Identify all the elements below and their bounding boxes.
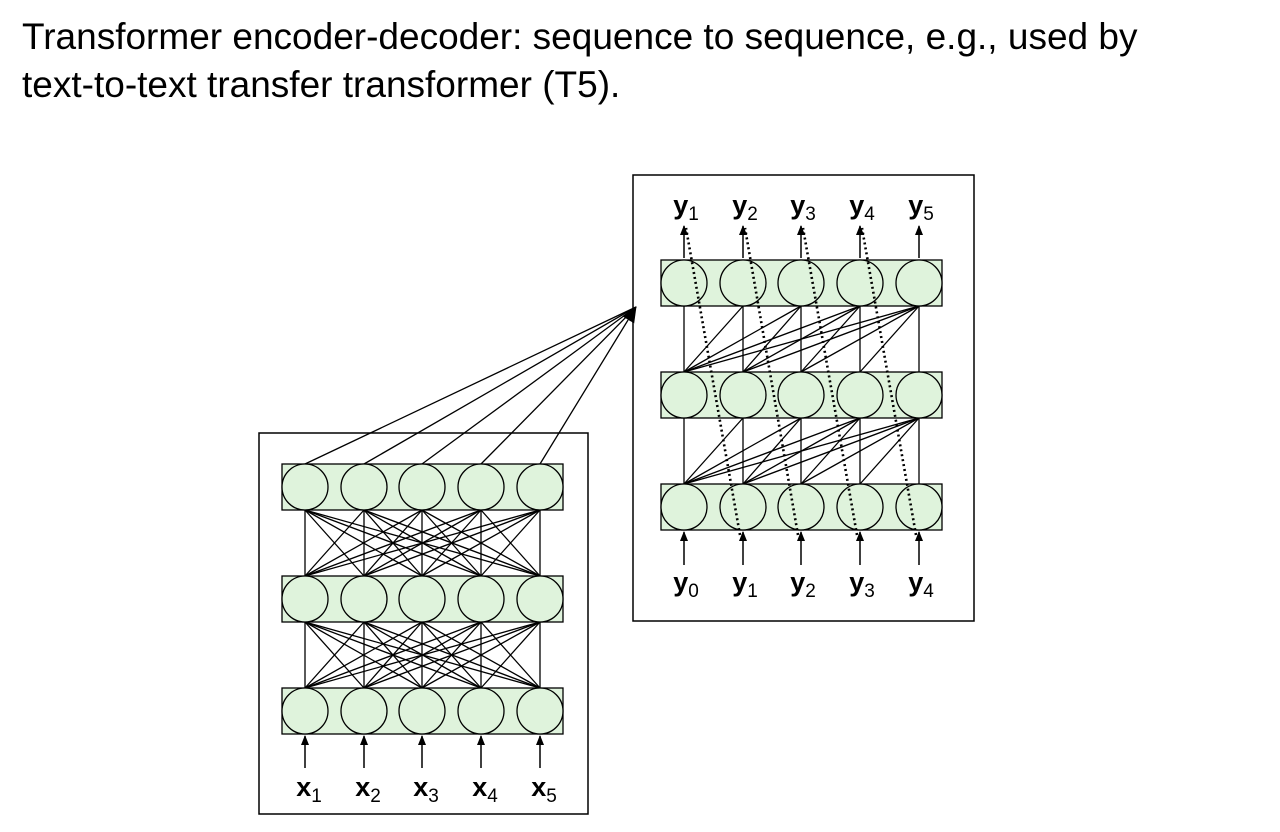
encoder-input-label-x5: x5	[531, 772, 557, 807]
decoder-causal-connection	[859, 305, 920, 373]
decoder-feedback-dotted-line	[860, 227, 918, 536]
decoder-input-label-y0: y0	[673, 567, 699, 602]
decoder-causal-connection	[683, 305, 744, 373]
decoder-feedback-dotted-line	[743, 227, 800, 536]
encoder-layer-2-unit-4	[457, 575, 505, 623]
decoder-layer-3-unit-5	[895, 483, 943, 531]
decoder-layer-3-unit-4	[836, 483, 884, 531]
decoder-causal-connection	[683, 305, 802, 373]
decoder-layer-2-unit-2	[719, 371, 767, 419]
encoder-layer-3-unit-4	[457, 687, 505, 735]
decoder-causal-connection	[859, 417, 920, 485]
decoder-frame	[632, 174, 975, 622]
decoder-causal-connection	[742, 417, 920, 485]
decoder-causal-connection	[683, 417, 920, 485]
decoder-causal-connection	[683, 305, 920, 373]
encoder-connection	[304, 621, 423, 689]
encoder-to-decoder-arrow	[539, 306, 637, 465]
encoder-connection	[421, 621, 541, 689]
decoder-causal-connection	[800, 417, 920, 485]
encoder-layer-3-unit-1	[281, 687, 329, 735]
encoder-connection	[480, 621, 541, 689]
decoder-output-label-y5: y5	[908, 190, 934, 225]
encoder-layer-3-unit-3	[398, 687, 446, 735]
decoder-layer-1-unit-2	[719, 259, 767, 307]
encoder-input-label-x3: x3	[413, 772, 439, 807]
encoder-connection	[304, 509, 423, 577]
encoder-frame	[258, 432, 589, 815]
encoder-connection	[304, 509, 365, 577]
encoder-connection	[480, 509, 541, 577]
encoder-input-label-x1: x1	[296, 772, 322, 807]
decoder-causal-connection	[742, 305, 920, 373]
decoder-layer-2-unit-5	[895, 371, 943, 419]
decoder-layer-2-unit-1	[660, 371, 708, 419]
decoder-output-label-y4: y4	[849, 190, 875, 225]
decoder-layer-3-unit-1	[660, 483, 708, 531]
decoder-layer-2-unit-4	[836, 371, 884, 419]
decoder-layer-1-unit-5	[895, 259, 943, 307]
encoder-layer-1-unit-4	[457, 463, 505, 511]
encoder-connection	[363, 509, 541, 577]
encoder-layer-1-unit-5	[516, 463, 564, 511]
encoder-layer-1-unit-1	[281, 463, 329, 511]
encoder-layer-3-unit-2	[340, 687, 388, 735]
decoder-feedback-dotted-line	[684, 227, 742, 536]
title-line-1: Transformer encoder-decoder: sequence to…	[22, 16, 1138, 57]
decoder-causal-connection	[683, 417, 802, 485]
encoder-to-decoder-connections	[304, 306, 637, 465]
decoder-layer-3-unit-2	[719, 483, 767, 531]
encoder-to-decoder-arrow	[304, 306, 637, 465]
decoder-input-label-y3: y3	[849, 567, 875, 602]
decoder-feedback-dotted-line	[801, 227, 859, 536]
encoder-block: x1 x2 x3 x4 x5	[258, 432, 589, 815]
decoder-layer-3-unit-3	[777, 483, 825, 531]
encoder-connection	[304, 509, 482, 577]
encoder-connection	[304, 621, 541, 689]
encoder-layer-2-unit-2	[340, 575, 388, 623]
encoder-layer-2-unit-1	[281, 575, 329, 623]
encoder-connection	[304, 509, 541, 577]
decoder-input-label-y4: y4	[908, 567, 934, 602]
decoder-causal-connection	[683, 305, 861, 373]
encoder-to-decoder-arrow	[421, 306, 637, 465]
encoder-layer-1-unit-2	[340, 463, 388, 511]
decoder-layer-1-unit-3	[777, 259, 825, 307]
decoder-input-label-y1: y1	[732, 567, 758, 602]
encoder-layer-3-unit-5	[516, 687, 564, 735]
encoder-layer-2-unit-3	[398, 575, 446, 623]
decoder-causal-connection	[683, 417, 744, 485]
decoder-layer-1-unit-1	[660, 259, 708, 307]
decoder-causal-connection	[683, 417, 861, 485]
decoder-output-label-y2: y2	[732, 190, 758, 225]
encoder-input-label-x4: x4	[472, 772, 498, 807]
encoder-layer-2-unit-5	[516, 575, 564, 623]
decoder-causal-connection	[800, 305, 920, 373]
decoder-output-label-y3: y3	[790, 190, 816, 225]
decoder-output-label-y1: y1	[673, 190, 699, 225]
decoder-block: y0 y1 y2 y3 y4 y1 y2 y3 y4 y5	[632, 174, 975, 622]
encoder-connection	[304, 621, 365, 689]
decoder-input-label-y2: y2	[790, 567, 816, 602]
decoder-layer-1-unit-4	[836, 259, 884, 307]
encoder-connection	[304, 621, 482, 689]
encoder-to-decoder-arrow	[363, 306, 637, 465]
encoder-to-decoder-arrow	[480, 306, 637, 465]
title-line-2: text-to-text transfer transformer (T5).	[22, 64, 621, 105]
encoder-layer-1-unit-3	[398, 463, 446, 511]
decoder-layer-2-unit-3	[777, 371, 825, 419]
encoder-connection	[421, 509, 541, 577]
encoder-input-label-x2: x2	[355, 772, 381, 807]
encoder-connection	[363, 621, 541, 689]
